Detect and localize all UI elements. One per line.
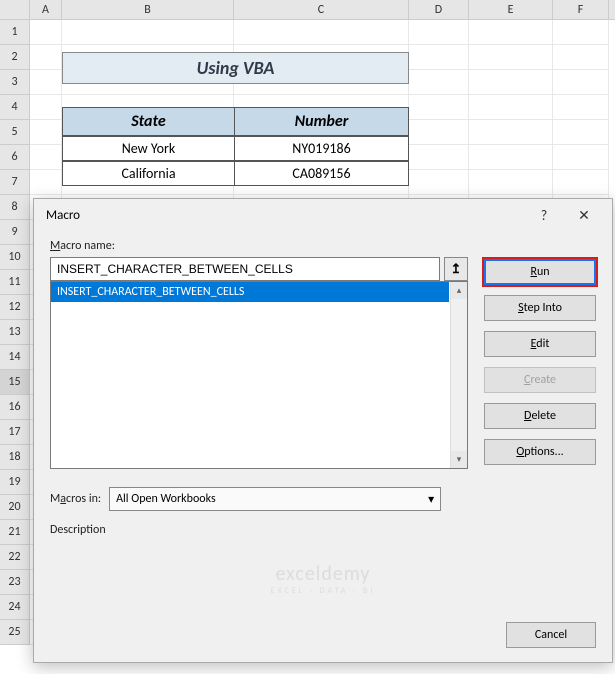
row-header[interactable]: 3 <box>0 70 30 95</box>
scrollbar[interactable]: ▴ ▾ <box>450 282 467 468</box>
cell[interactable] <box>409 120 469 145</box>
cell[interactable] <box>469 170 553 195</box>
row-header[interactable]: 12 <box>0 295 30 320</box>
cell[interactable] <box>409 45 469 70</box>
row-header[interactable]: 18 <box>0 445 30 470</box>
create-button: Create <box>484 367 596 393</box>
row-header[interactable]: 7 <box>0 170 30 195</box>
header-number: Number <box>234 107 409 136</box>
step-into-button[interactable]: Step Into <box>484 295 596 321</box>
row-header[interactable]: 9 <box>0 220 30 245</box>
cell[interactable] <box>469 20 553 45</box>
close-button[interactable]: ✕ <box>564 200 604 230</box>
macros-in-select[interactable]: All Open Workbooks ▾ <box>109 487 441 511</box>
run-button[interactable]: Run <box>484 259 596 285</box>
cell[interactable] <box>30 170 62 195</box>
description-label: Description <box>50 523 468 537</box>
row-header[interactable]: 10 <box>0 245 30 270</box>
macros-in-label: Macros in: <box>50 492 101 506</box>
table-cell: CA089156 <box>234 161 409 186</box>
row-header[interactable]: 14 <box>0 345 30 370</box>
column-headers: ABCDEF <box>0 0 615 20</box>
cell[interactable] <box>469 70 553 95</box>
table-cell: New York <box>62 136 234 161</box>
cancel-button[interactable]: Cancel <box>506 622 596 648</box>
data-table: State Number New York NY019186 Californi… <box>62 107 409 186</box>
row-header[interactable]: 1 <box>0 20 30 45</box>
row-header[interactable]: 16 <box>0 395 30 420</box>
cell[interactable] <box>553 45 609 70</box>
row-header[interactable]: 6 <box>0 145 30 170</box>
cell[interactable] <box>62 20 234 45</box>
column-header[interactable]: A <box>30 0 62 19</box>
cell[interactable] <box>409 95 469 120</box>
row-header[interactable]: 11 <box>0 270 30 295</box>
sheet-title: Using VBA <box>62 52 409 84</box>
column-header[interactable]: F <box>553 0 609 19</box>
dialog-titlebar[interactable]: Macro ? ✕ <box>34 199 612 231</box>
cell[interactable] <box>469 95 553 120</box>
column-header[interactable]: C <box>234 0 409 19</box>
row-header[interactable]: 23 <box>0 570 30 595</box>
row-header[interactable]: 22 <box>0 545 30 570</box>
row-header[interactable]: 19 <box>0 470 30 495</box>
macro-name-label: Macro name: <box>50 239 468 253</box>
table-cell: NY019186 <box>234 136 409 161</box>
macro-dialog: Macro ? ✕ Macro name: ↥ INSERT_CHARACTER… <box>33 198 613 663</box>
cell[interactable] <box>30 20 62 45</box>
column-header[interactable]: E <box>469 0 553 19</box>
row-header[interactable]: 17 <box>0 420 30 445</box>
row-header[interactable]: 13 <box>0 320 30 345</box>
cell[interactable] <box>234 20 409 45</box>
cell[interactable] <box>30 45 62 70</box>
cell[interactable] <box>409 170 469 195</box>
row-header[interactable]: 4 <box>0 95 30 120</box>
options-button[interactable]: Options... <box>484 439 596 465</box>
column-header[interactable]: D <box>409 0 469 19</box>
row-header[interactable]: 21 <box>0 520 30 545</box>
edit-button[interactable]: Edit <box>484 331 596 357</box>
cell[interactable] <box>409 70 469 95</box>
cell[interactable] <box>30 95 62 120</box>
watermark: exceldemy EXCEL · DATA · BI <box>271 562 376 596</box>
cell[interactable] <box>30 120 62 145</box>
row-header[interactable]: 25 <box>0 620 30 645</box>
macro-name-input[interactable] <box>50 257 440 281</box>
dialog-title: Macro <box>46 208 80 223</box>
macros-in-value: All Open Workbooks <box>116 492 216 506</box>
macro-collapse-icon[interactable]: ↥ <box>444 257 468 281</box>
macro-list-item[interactable]: INSERT_CHARACTER_BETWEEN_CELLS <box>51 282 449 302</box>
delete-button[interactable]: Delete <box>484 403 596 429</box>
cell[interactable] <box>469 145 553 170</box>
cell[interactable] <box>553 20 609 45</box>
cell[interactable] <box>409 145 469 170</box>
table-cell: California <box>62 161 234 186</box>
cell[interactable] <box>469 120 553 145</box>
row-header[interactable]: 20 <box>0 495 30 520</box>
column-header[interactable] <box>0 0 30 19</box>
scroll-down-icon[interactable]: ▾ <box>451 451 467 468</box>
row-header[interactable]: 24 <box>0 595 30 620</box>
row-header[interactable]: 5 <box>0 120 30 145</box>
help-button[interactable]: ? <box>524 200 564 230</box>
cell[interactable] <box>553 95 609 120</box>
cell[interactable] <box>30 70 62 95</box>
row-header[interactable]: 2 <box>0 45 30 70</box>
cell[interactable] <box>553 70 609 95</box>
cell[interactable] <box>469 45 553 70</box>
chevron-down-icon: ▾ <box>428 492 434 507</box>
row-header[interactable]: 8 <box>0 195 30 220</box>
cell[interactable] <box>409 20 469 45</box>
column-header[interactable]: B <box>62 0 234 19</box>
header-state: State <box>62 107 234 136</box>
cell[interactable] <box>553 170 609 195</box>
cell[interactable] <box>553 120 609 145</box>
cell[interactable] <box>553 145 609 170</box>
row-header[interactable]: 15 <box>0 370 30 395</box>
scroll-up-icon[interactable]: ▴ <box>451 282 467 299</box>
macro-list[interactable]: INSERT_CHARACTER_BETWEEN_CELLS ▴ ▾ <box>50 281 468 469</box>
cell[interactable] <box>30 145 62 170</box>
